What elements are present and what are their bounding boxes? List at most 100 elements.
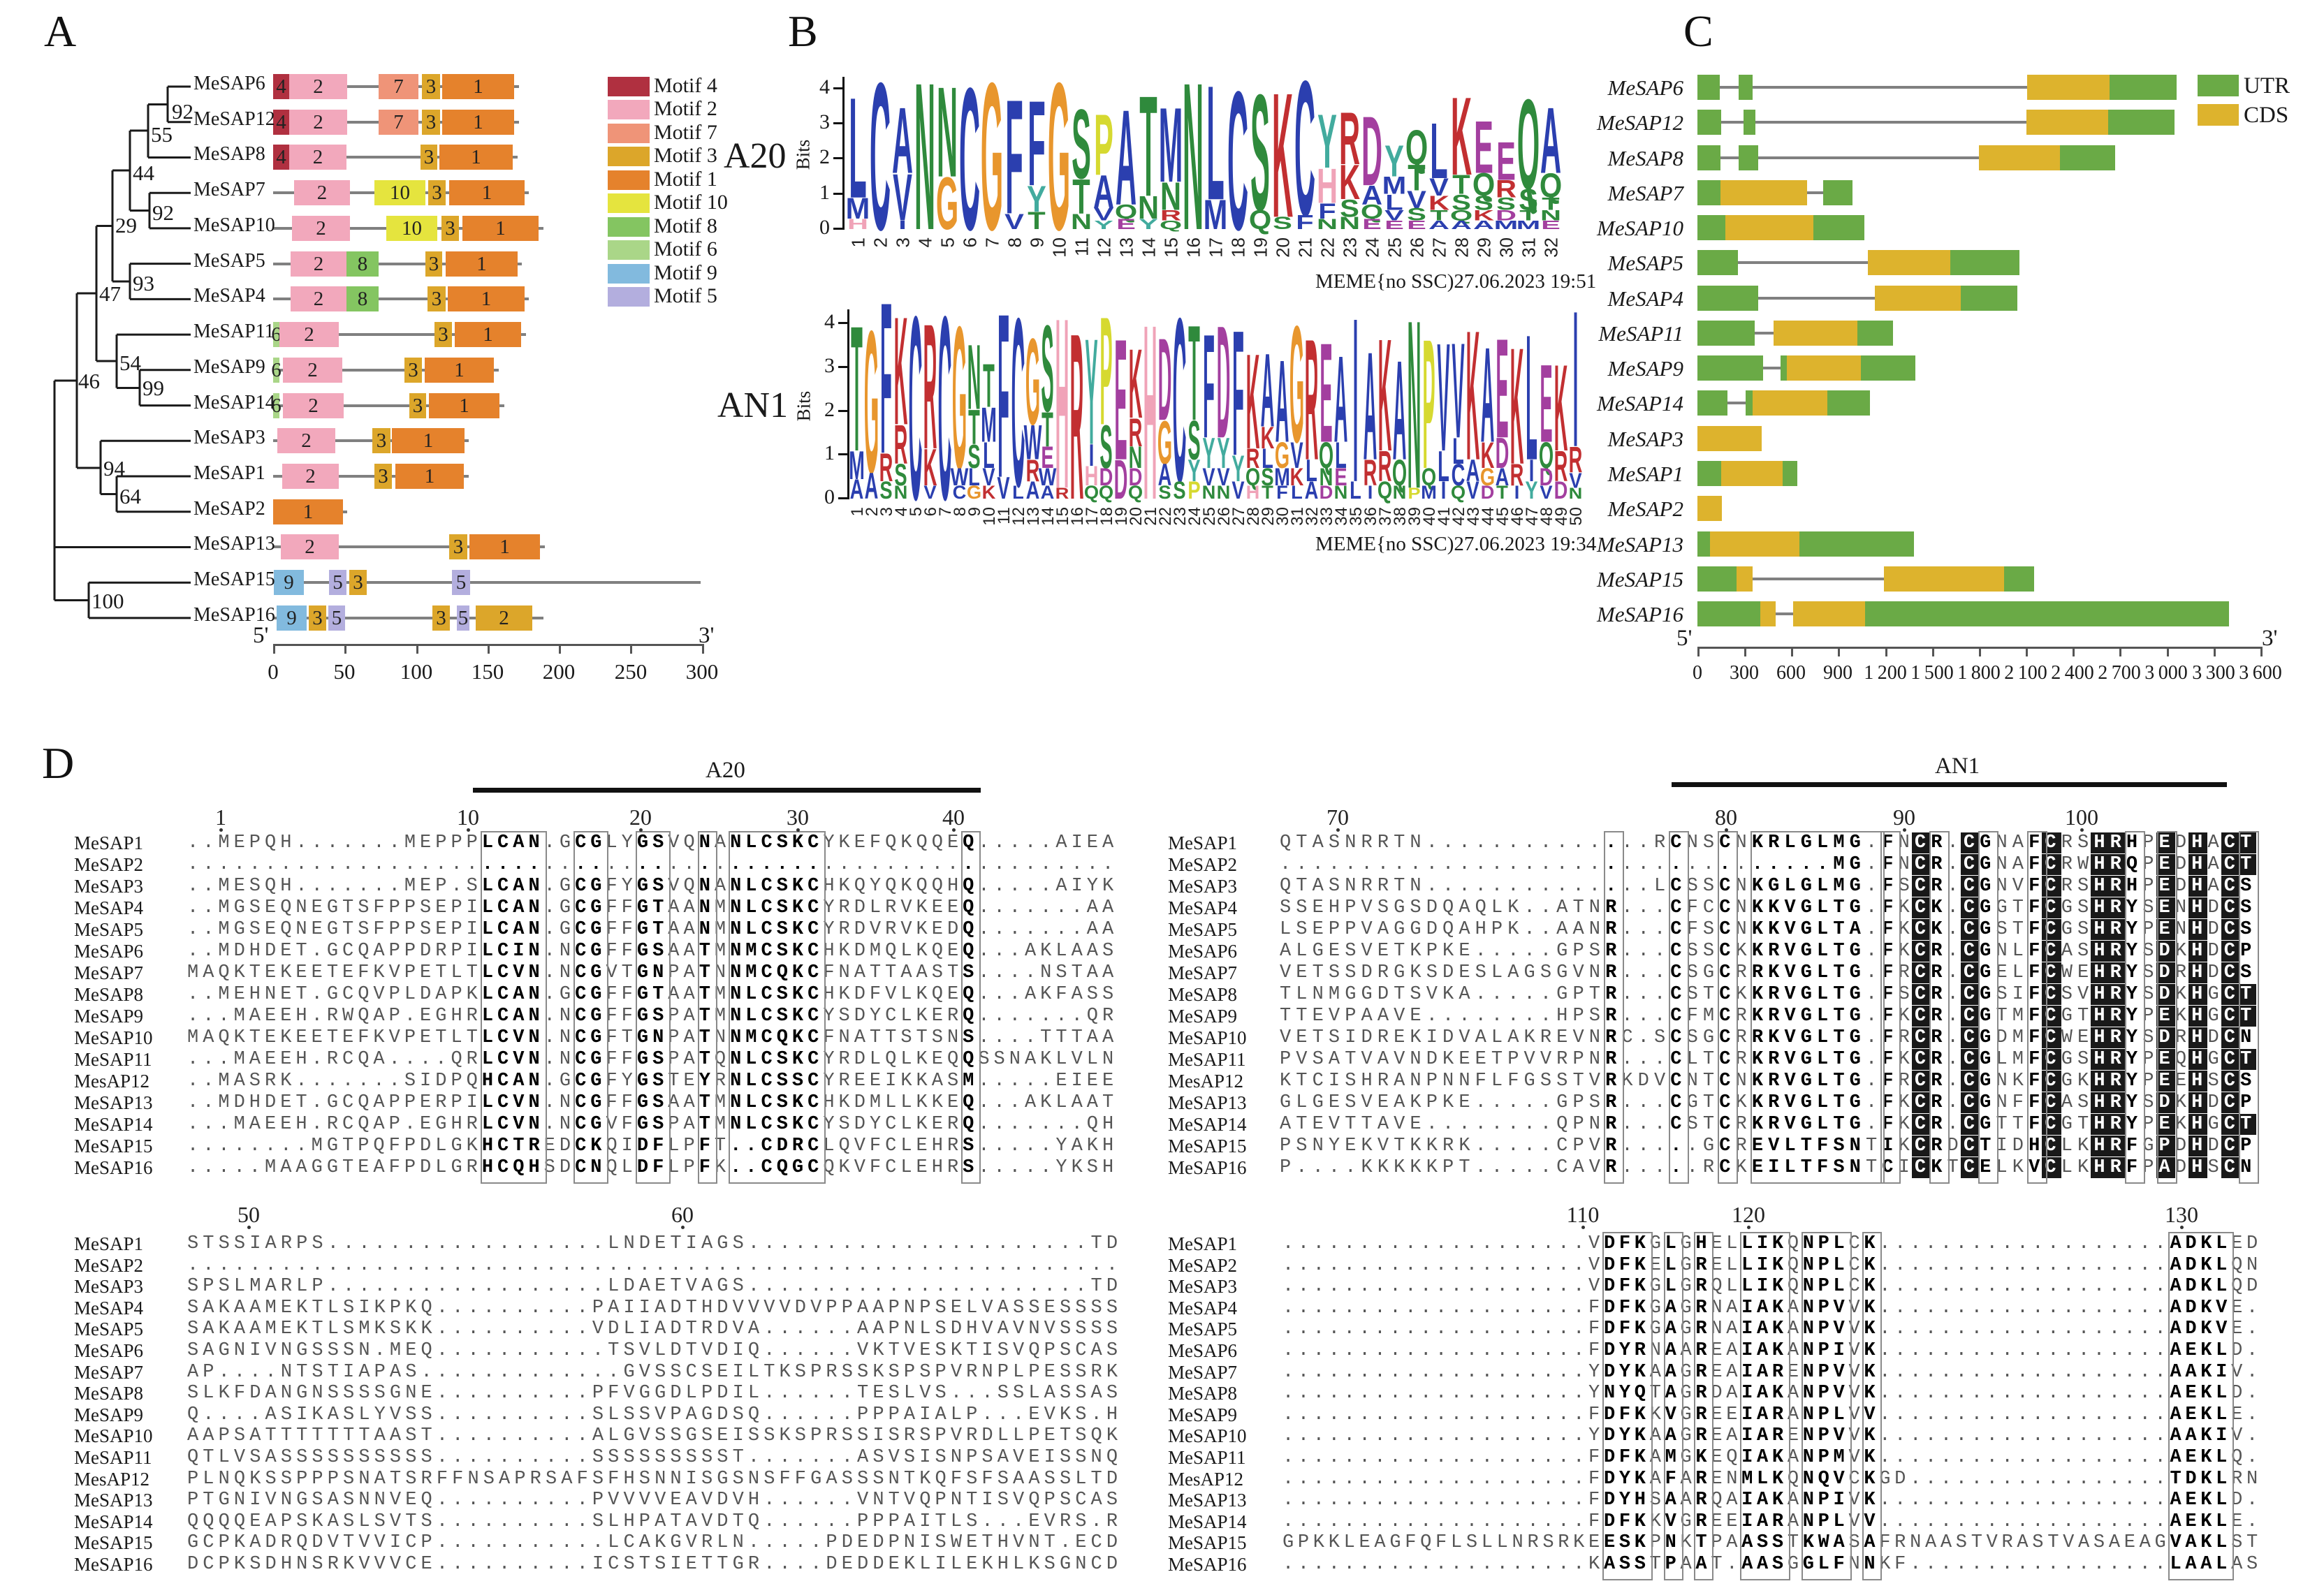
svg-text:D: D	[1158, 314, 1172, 445]
svg-text:E: E	[1496, 131, 1516, 192]
svg-text:T: T	[1262, 482, 1273, 503]
svg-text:10: 10	[1048, 237, 1069, 258]
svg-text:V: V	[1466, 476, 1479, 504]
svg-text:C: C	[909, 262, 923, 555]
svg-text:Y: Y	[1202, 430, 1215, 478]
svg-text:L: L	[968, 463, 980, 491]
svg-text:E: E	[1362, 216, 1382, 233]
svg-text:I: I	[1353, 270, 1359, 531]
svg-text:N: N	[1217, 482, 1231, 503]
svg-text:L: L	[1385, 189, 1403, 214]
svg-text:K: K	[1272, 56, 1293, 255]
svg-text:R: R	[1364, 452, 1377, 493]
svg-text:32: 32	[1303, 507, 1322, 526]
svg-text:A: A	[1334, 330, 1348, 468]
svg-text:F: F	[1276, 482, 1288, 503]
svg-text:V: V	[1202, 463, 1215, 491]
svg-text:Q: Q	[1245, 463, 1260, 491]
svg-text:C: C	[938, 262, 952, 555]
svg-text:11: 11	[1071, 237, 1092, 256]
svg-text:D: D	[1554, 476, 1568, 504]
svg-text:43: 43	[1464, 507, 1483, 526]
svg-text:N: N	[1393, 482, 1407, 503]
svg-text:5: 5	[907, 507, 926, 516]
svg-text:K: K	[1451, 74, 1472, 198]
svg-text:N: N	[1408, 270, 1422, 539]
svg-text:T: T	[968, 401, 980, 455]
svg-text:S: S	[1041, 300, 1053, 437]
svg-text:Y: Y	[1187, 453, 1200, 487]
svg-text:D: D	[1129, 463, 1143, 491]
svg-text:6: 6	[959, 237, 980, 247]
svg-text:38: 38	[1391, 507, 1410, 526]
svg-text:S: S	[1158, 482, 1171, 503]
svg-text:R: R	[1026, 453, 1040, 487]
svg-text:N: N	[1183, 38, 1204, 274]
svg-text:K: K	[1428, 192, 1449, 214]
svg-text:I: I	[1368, 482, 1373, 503]
svg-text:47: 47	[1523, 507, 1542, 526]
svg-text:G: G	[1048, 38, 1070, 274]
svg-text:F: F	[1318, 198, 1336, 223]
svg-text:10: 10	[980, 507, 999, 526]
svg-text:A: A	[1466, 453, 1480, 487]
svg-text:S: S	[1173, 476, 1185, 504]
svg-text:48: 48	[1537, 507, 1556, 526]
svg-text:S: S	[879, 476, 892, 504]
svg-text:E: E	[1320, 314, 1332, 472]
svg-text:23: 23	[1171, 507, 1190, 526]
svg-text:V: V	[1290, 434, 1303, 476]
svg-text:N: N	[1138, 190, 1159, 226]
svg-text:E: E	[1541, 218, 1561, 232]
svg-text:30: 30	[1273, 507, 1292, 526]
svg-text:13: 13	[1116, 237, 1137, 258]
svg-text:T: T	[851, 288, 863, 489]
svg-text:26: 26	[1215, 507, 1234, 526]
svg-text:I: I	[1573, 270, 1579, 487]
svg-text:M: M	[1421, 482, 1437, 503]
svg-text:V: V	[1569, 469, 1582, 493]
svg-text:R: R	[1055, 485, 1069, 502]
svg-text:C: C	[1294, 41, 1315, 256]
svg-text:37: 37	[1376, 507, 1395, 526]
svg-text:K: K	[1554, 339, 1568, 477]
svg-text:A: A	[1361, 179, 1382, 210]
svg-text:P: P	[1422, 301, 1435, 507]
svg-text:M: M	[849, 442, 865, 487]
svg-text:K: K	[1378, 305, 1392, 485]
svg-text:Q: Q	[1099, 482, 1113, 503]
svg-text:V: V	[1407, 186, 1426, 214]
svg-text:K: K	[1481, 434, 1495, 476]
svg-text:G: G	[1275, 434, 1289, 476]
svg-text:A: A	[1116, 81, 1137, 234]
svg-text:R: R	[879, 445, 893, 490]
svg-text:T: T	[1188, 298, 1200, 449]
svg-text:36: 36	[1361, 507, 1380, 526]
svg-text:V: V	[1217, 463, 1229, 491]
svg-text:A: A	[1026, 476, 1040, 504]
svg-text:Y: Y	[1027, 179, 1046, 220]
svg-text:N: N	[967, 325, 981, 429]
svg-text:R: R	[1554, 443, 1568, 492]
svg-text:Y: Y	[1384, 137, 1404, 186]
svg-text:27: 27	[1229, 507, 1248, 526]
svg-text:S: S	[1072, 89, 1091, 200]
svg-text:R: R	[1378, 443, 1392, 492]
svg-text:G: G	[1157, 408, 1172, 477]
svg-text:A: A	[1305, 476, 1319, 504]
svg-text:3: 3	[892, 237, 913, 247]
svg-text:18: 18	[1097, 507, 1116, 526]
svg-text:14: 14	[1039, 507, 1058, 526]
svg-text:34: 34	[1332, 507, 1351, 526]
svg-text:L: L	[1335, 434, 1347, 476]
svg-text:A: A	[850, 474, 864, 505]
svg-text:1: 1	[847, 237, 868, 247]
svg-text:V: V	[1452, 315, 1464, 467]
svg-text:C: C	[870, 38, 891, 274]
svg-text:A: A	[1451, 218, 1472, 232]
svg-text:D: D	[1540, 463, 1554, 491]
svg-text:V: V	[1429, 174, 1449, 201]
svg-text:Q: Q	[1517, 73, 1540, 217]
svg-text:16: 16	[1183, 237, 1204, 258]
svg-text:21: 21	[1141, 507, 1160, 526]
